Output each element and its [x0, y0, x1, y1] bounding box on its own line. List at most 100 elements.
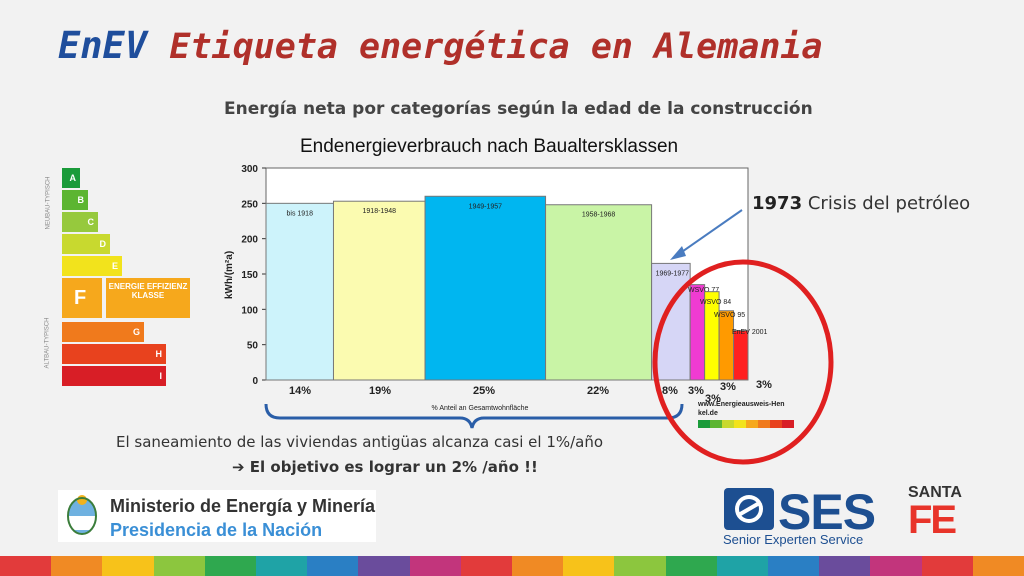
share-label: 3% — [720, 381, 736, 393]
energy-efficiency-scale: A B C D E F ENERGIE EFFIZIENZ KLASSE G H I NEUBAU-… — [44, 160, 194, 390]
scale-strip — [782, 420, 794, 428]
footer-stripe — [358, 556, 410, 576]
energy-class-a: A — [62, 168, 80, 188]
footer-stripe — [819, 556, 871, 576]
y-tick-label: 200 — [241, 235, 258, 246]
share-label: 3% — [756, 379, 772, 391]
bar-8 — [733, 330, 749, 381]
ministerio-name: Ministerio de Energía y Minería — [110, 496, 376, 516]
share-label: 25% — [473, 385, 495, 397]
scale-strip — [758, 420, 770, 428]
bar-0 — [265, 202, 334, 381]
source-text: www.Energieausweis-Hen — [697, 401, 785, 408]
bar-label: WSVO 95 — [714, 312, 745, 319]
chart-plot: 0 50 100 150 200 250 300 kWh/(m²a) bis 1918 14% 19… — [224, 164, 834, 465]
chart-title: Endenergieverbrauch nach Baualtersklasse… — [300, 136, 679, 157]
footer-stripe — [665, 556, 717, 576]
footer-stripe — [409, 556, 461, 576]
ses-subtitle: Senior Experten Service — [723, 532, 864, 547]
share-label: 8% — [662, 385, 678, 397]
slide-title: EnEV Etiqueta energética en Alemania — [58, 24, 823, 67]
source-text-2: kel.de — [698, 410, 718, 417]
santa-fe-logo-top: SANTA — [908, 484, 962, 501]
y-tick-label: 250 — [241, 199, 258, 210]
santa-fe-logo-fe: FE — [908, 498, 957, 542]
energy-class-caption: ENERGIE EFFIZIENZ KLASSE — [106, 278, 190, 318]
energy-class-c: C — [62, 212, 98, 232]
share-label: 19% — [369, 385, 391, 397]
bar-7 — [718, 310, 735, 381]
energy-class-d: D — [62, 234, 110, 254]
bar-label: 1958-1968 — [582, 212, 616, 219]
argentina-seal-icon — [67, 495, 97, 535]
footer-stripe — [614, 556, 666, 576]
bar-label: 1949-1957 — [469, 203, 503, 210]
footer-stripe — [972, 556, 1024, 576]
energy-class-e: E — [62, 256, 122, 276]
energy-class-i: I — [62, 366, 166, 386]
energy-class-f: F — [62, 278, 102, 318]
bar-2 — [424, 195, 547, 381]
share-label: 22% — [587, 385, 609, 397]
crisis-annotation: 1973 Crisis del petróleo — [752, 193, 970, 214]
y-tick-label: 150 — [241, 270, 258, 281]
y-tick-label: 300 — [241, 164, 258, 175]
bar-label: bis 1918 — [287, 210, 314, 217]
renovation-note: El saneamiento de las viviendas antigüas… — [116, 433, 604, 451]
bar-label: 1918-1948 — [363, 208, 397, 215]
bracket — [264, 403, 684, 429]
presidencia-name: Presidencia de la Nación — [110, 520, 323, 540]
footer-stripe — [768, 556, 820, 576]
crisis-arrowhead — [670, 246, 686, 260]
scale-strip — [722, 420, 734, 428]
bar-4 — [651, 262, 691, 381]
scale-strip — [710, 420, 722, 428]
bar-label: WSVO 84 — [700, 299, 731, 306]
footer-stripe — [256, 556, 308, 576]
share-label: 14% — [289, 385, 311, 397]
footer-stripe — [563, 556, 615, 576]
ses-logo-icon — [724, 488, 774, 530]
bar-label: EnEV 2001 — [732, 329, 768, 336]
title-enev: EnEV — [58, 24, 148, 67]
scale-strip — [734, 420, 746, 428]
footer-stripe — [153, 556, 205, 576]
x-axis-label: % Anteil an Gesamtwohnfläche — [432, 405, 529, 412]
share-label: 3% — [705, 393, 721, 405]
ministerio-logo — [58, 490, 376, 542]
footer-stripe — [307, 556, 359, 576]
bar-label: 1969-1977 — [656, 270, 690, 277]
footer-stripe — [0, 556, 52, 576]
footer-stripe — [102, 556, 154, 576]
crisis-year: 1973 — [752, 193, 803, 214]
share-label: 3% — [688, 385, 704, 397]
crisis-text: Crisis del petróleo — [807, 193, 971, 214]
footer-stripe — [512, 556, 564, 576]
scale-strip — [746, 420, 758, 428]
energy-class-b: B — [62, 190, 88, 210]
y-axis-label: kWh/(m²a) — [224, 251, 235, 299]
bar-label: WSVO 77 — [688, 287, 719, 294]
footer-stripe — [460, 556, 513, 576]
scale-strip — [698, 420, 710, 428]
slide-subtitle: Energía neta por categorías según la eda… — [224, 99, 813, 119]
bar-1 — [332, 200, 426, 381]
energy-class-h: H — [62, 344, 166, 364]
y-tick-label: 50 — [247, 341, 259, 352]
objective-note: ➔ El objetivo es lograr un 2% /año !! — [232, 458, 538, 476]
energy-class-g: G — [62, 322, 144, 342]
scale-strip — [770, 420, 782, 428]
footer-color-stripes — [0, 556, 1024, 576]
footer-stripe — [921, 556, 973, 576]
bar-3 — [545, 204, 653, 381]
highlight-circle — [652, 259, 834, 465]
ses-logo-text: SES — [778, 484, 876, 540]
footer-stripe — [716, 556, 769, 576]
y-tick-label: 0 — [252, 376, 258, 387]
footer-stripe — [51, 556, 103, 576]
footer-stripe — [204, 556, 257, 576]
footer-stripe — [870, 556, 922, 576]
title-etiqueta: Etiqueta energética en Alemania — [169, 27, 823, 67]
crisis-arrow — [675, 209, 743, 257]
